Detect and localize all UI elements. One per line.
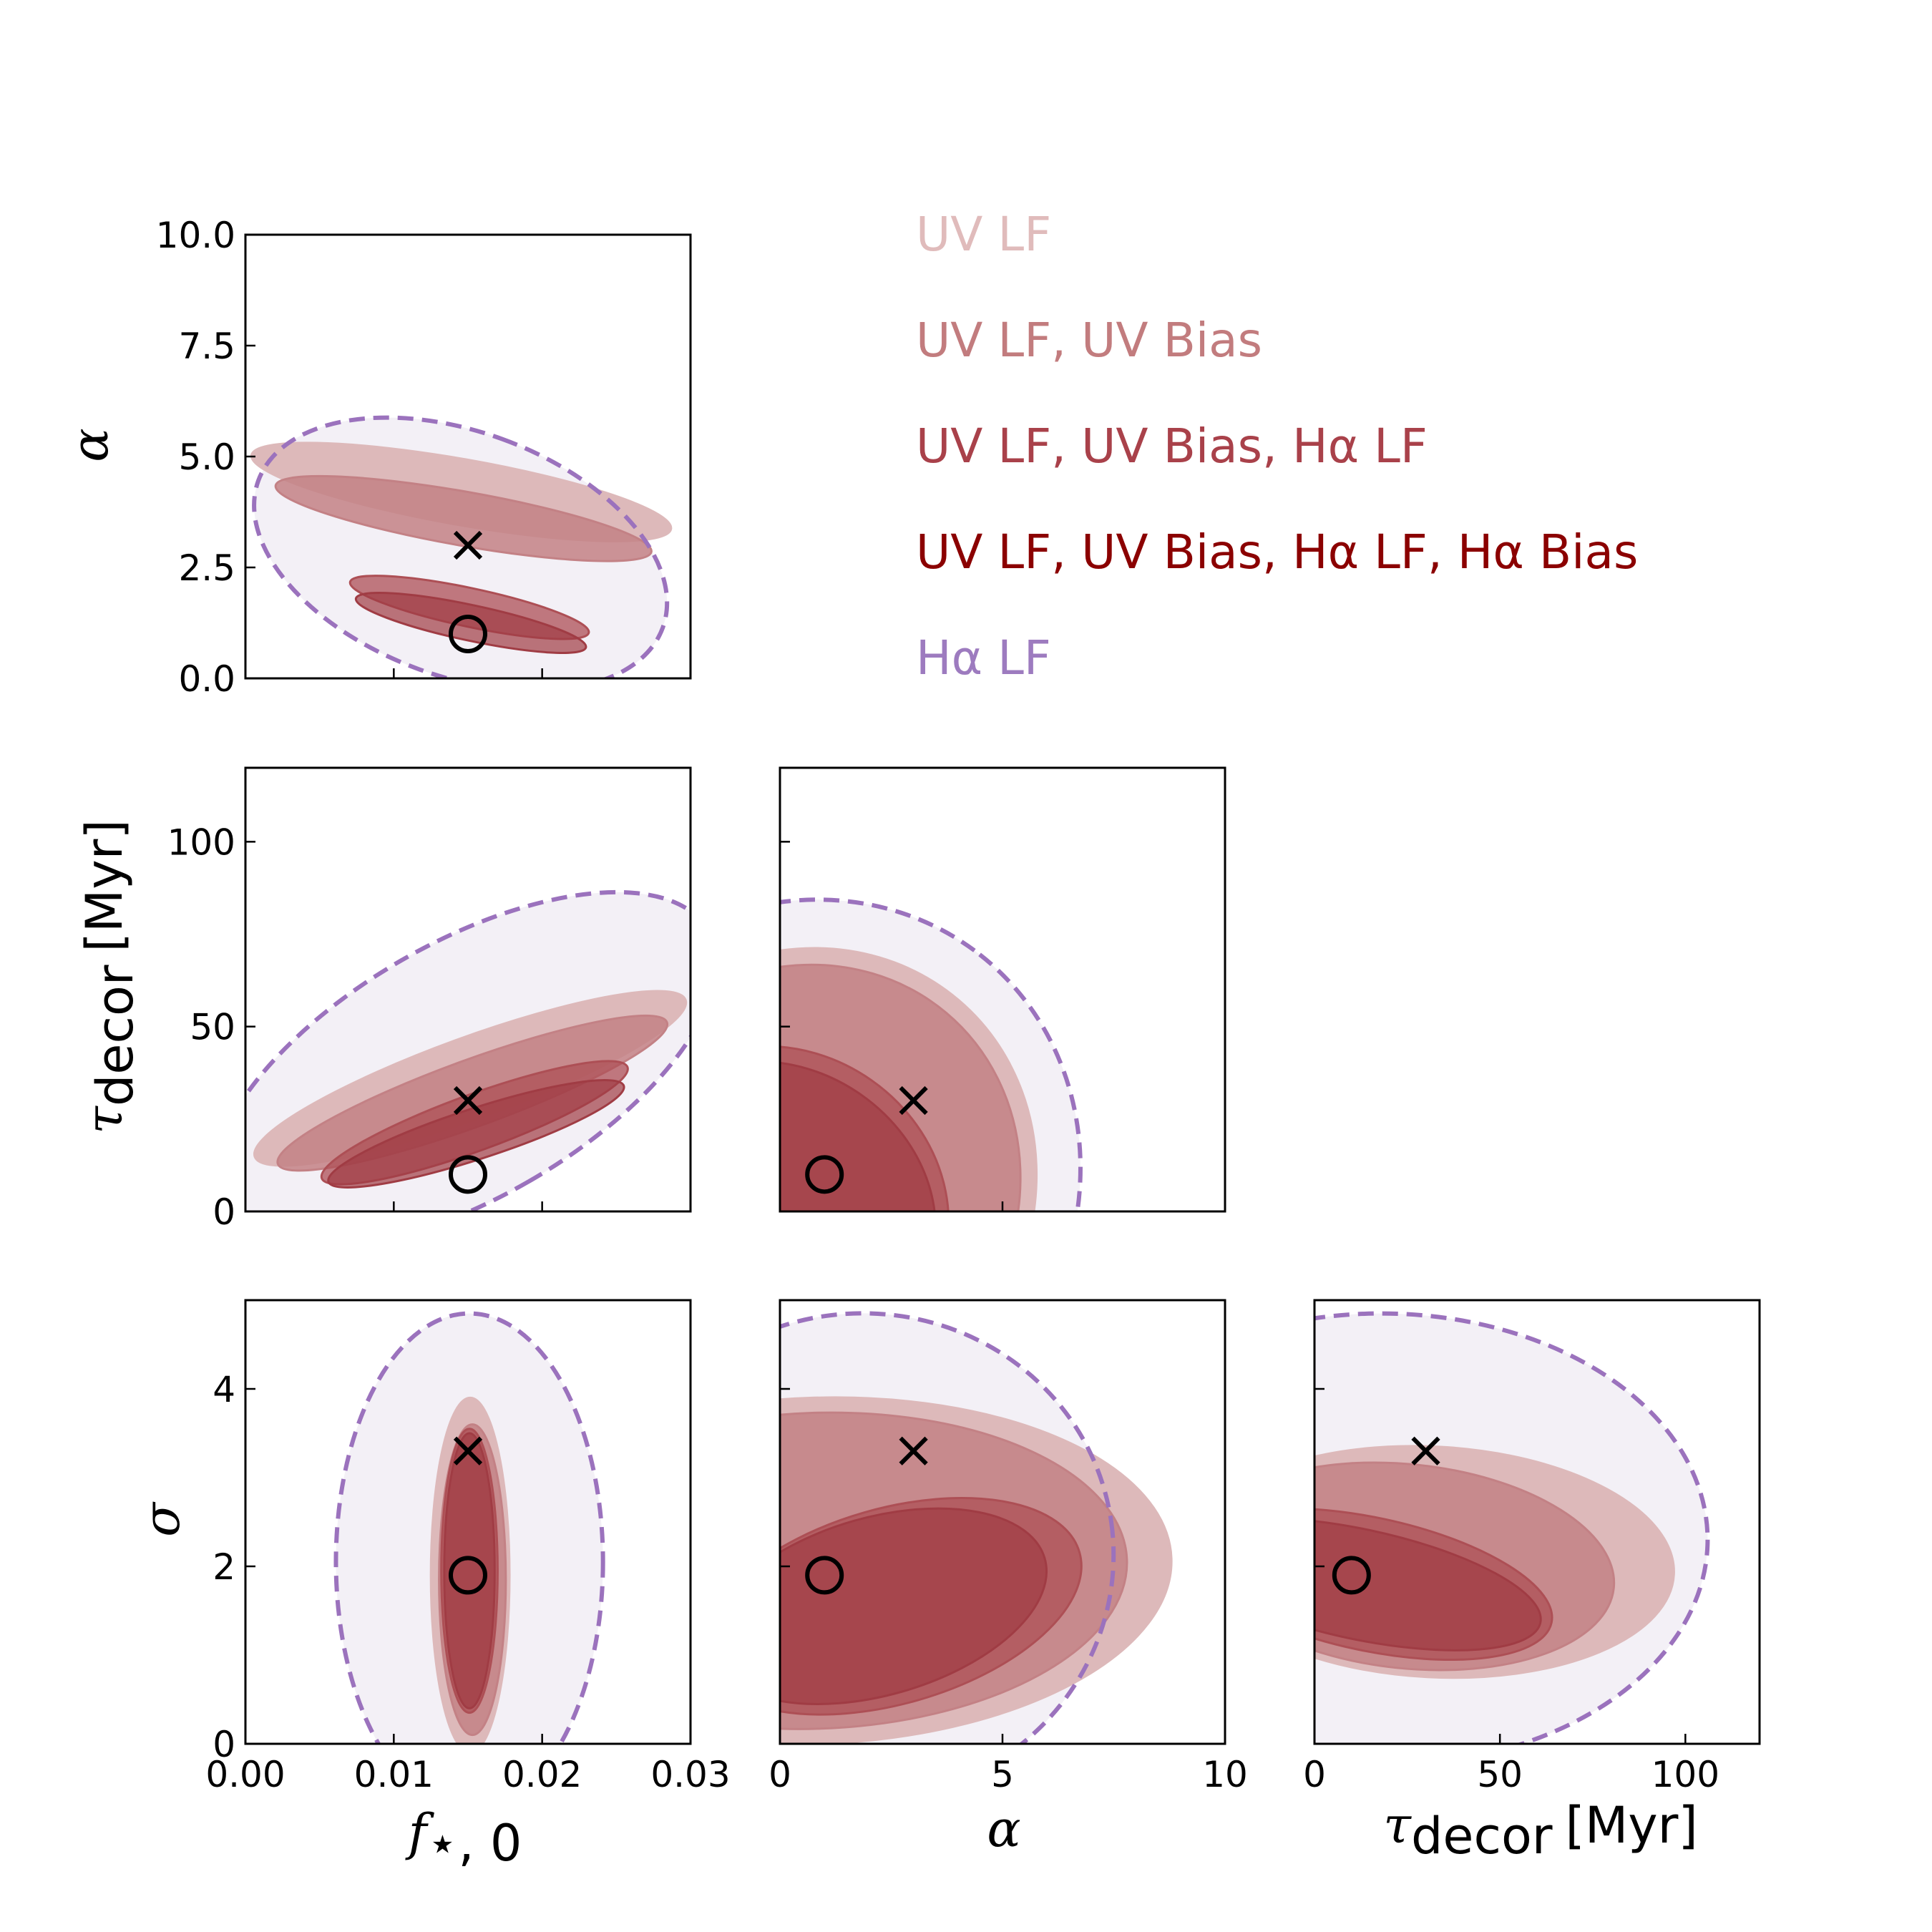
y-tick-label: 0 — [213, 1724, 235, 1765]
circle-marker — [1332, 1556, 1371, 1595]
panel-sigma-vs-fstar: 0.00 0.01 0.02 0.03 0 2 4 — [205, 1299, 731, 1795]
y-axis-label-sigma: σ — [132, 1501, 191, 1537]
y-axis-label-tau-subscript: decor — [86, 965, 145, 1106]
x-tick-label: 100 — [1652, 1754, 1719, 1795]
x-axis-label-tau-symbol: τ — [1383, 1796, 1412, 1855]
contour-ha-lf-outline — [252, 415, 670, 678]
circle-marker — [805, 1155, 844, 1194]
y-tick-label: 4 — [213, 1369, 235, 1410]
contour-layer — [780, 1311, 1173, 1744]
panel-frame — [244, 1299, 692, 1745]
contour-ha-bias-combo — [327, 1079, 625, 1189]
legend-entry-uv-lf-uv-bias-ha-lf: UV LF, UV Bias, Hα LF — [916, 419, 1428, 474]
x-tick-label: 0.03 — [650, 1754, 730, 1795]
cross-marker — [899, 1085, 928, 1116]
contour-ha-bias-combo — [354, 592, 587, 654]
y-tick-label: 7.5 — [178, 326, 235, 367]
contour-ha-bias-combo — [1314, 1516, 1542, 1652]
x-tick-label: 5 — [991, 1754, 1014, 1795]
contour-ha-bias-combo — [780, 1507, 1048, 1705]
panel-tau-vs-fstar: 0 50 100 — [167, 766, 692, 1233]
legend: UV LF UV LF, UV Bias UV LF, UV Bias, Hα … — [916, 207, 1638, 686]
x-tick-label: 10 — [1202, 1754, 1248, 1795]
panel-frame — [1313, 1299, 1761, 1745]
y-tick-label: 0 — [213, 1191, 235, 1233]
panel-frame — [244, 766, 692, 1213]
panel-tau-vs-alpha — [779, 766, 1226, 1213]
y-axis-label-alpha: α — [61, 428, 119, 462]
x-axis-label-tau-unit: [Myr] — [1566, 1796, 1698, 1855]
x-tick-label: 0.01 — [354, 1754, 434, 1795]
circle-marker — [449, 1155, 487, 1194]
x-axis-label-fstar: f⋆, 0 — [405, 1803, 522, 1873]
x-axis-label-tau-subscript: decor — [1411, 1807, 1553, 1865]
contour-ha-lf-outline — [333, 1311, 605, 1744]
circle-marker — [449, 615, 487, 653]
contour-ha-lf-outline — [245, 889, 691, 1211]
x-tick-label: 0 — [769, 1754, 791, 1795]
contour-layer — [333, 1311, 605, 1744]
x-tick-label: 0.02 — [502, 1754, 582, 1795]
y-tick-label: 2.5 — [178, 547, 235, 589]
y-axis-label-tau: τdecor [Myr] — [75, 819, 145, 1134]
contour-ha-lf-outline — [780, 1311, 1116, 1744]
y-axis-label-tau-unit: [Myr] — [75, 819, 134, 952]
cross-marker — [453, 1436, 483, 1465]
y-axis-label-tau-symbol: τ — [75, 1106, 134, 1134]
x-tick-label: 50 — [1477, 1754, 1523, 1795]
cross-marker — [899, 1436, 928, 1465]
legend-entry-ha-lf: Hα LF — [916, 630, 1051, 686]
panel-sigma-vs-tau: 0 50 100 — [1303, 1299, 1761, 1795]
contour-layer — [780, 897, 1083, 1211]
y-tick-label: 2 — [213, 1546, 235, 1588]
x-tick-label: 0 — [1303, 1754, 1326, 1795]
cross-marker — [1411, 1436, 1440, 1465]
legend-entry-uv-lf: UV LF — [916, 207, 1051, 262]
contour-uv-bias — [274, 474, 653, 562]
contour-layer — [1314, 1311, 1710, 1744]
y-tick-label: 50 — [190, 1007, 235, 1048]
circle-marker — [805, 1556, 844, 1595]
panel-alpha-vs-fstar: 0.0 2.5 5.0 7.5 10.0 — [156, 215, 692, 700]
y-tick-label: 10.0 — [156, 215, 235, 256]
legend-entry-uv-lf-uv-bias: UV LF, UV Bias — [916, 313, 1262, 368]
contour-ha-bias-combo — [780, 1060, 937, 1211]
x-tick-label: 0.00 — [205, 1754, 285, 1795]
x-axis-label-tau: τdecor [Myr] — [1383, 1796, 1698, 1865]
contour-ha-bias-combo — [443, 1432, 496, 1709]
x-axis-label-alpha: α — [987, 1800, 1020, 1858]
legend-entry-uv-lf-uv-bias-ha-lf-ha-bias: UV LF, UV Bias, Hα LF, Hα Bias — [916, 525, 1638, 580]
contour-layer — [245, 889, 691, 1211]
contour-ha-lf-outline — [780, 897, 1083, 1211]
contour-ha-lf-outline — [1314, 1311, 1710, 1744]
y-tick-label: 100 — [167, 821, 235, 863]
x-axis-label-fstar-subscript: ⋆, 0 — [427, 1814, 522, 1873]
y-tick-label: 5.0 — [178, 436, 235, 478]
axis-labels: α τdecor[Myr] σ f⋆, 0 α τdecor [Myr] — [61, 428, 1698, 1873]
circle-marker — [449, 1556, 487, 1595]
panel-sigma-vs-alpha: 0 5 10 — [769, 1299, 1248, 1795]
cross-marker — [453, 530, 483, 560]
cross-marker — [453, 1085, 483, 1116]
y-tick-label: 0.0 — [178, 658, 235, 700]
